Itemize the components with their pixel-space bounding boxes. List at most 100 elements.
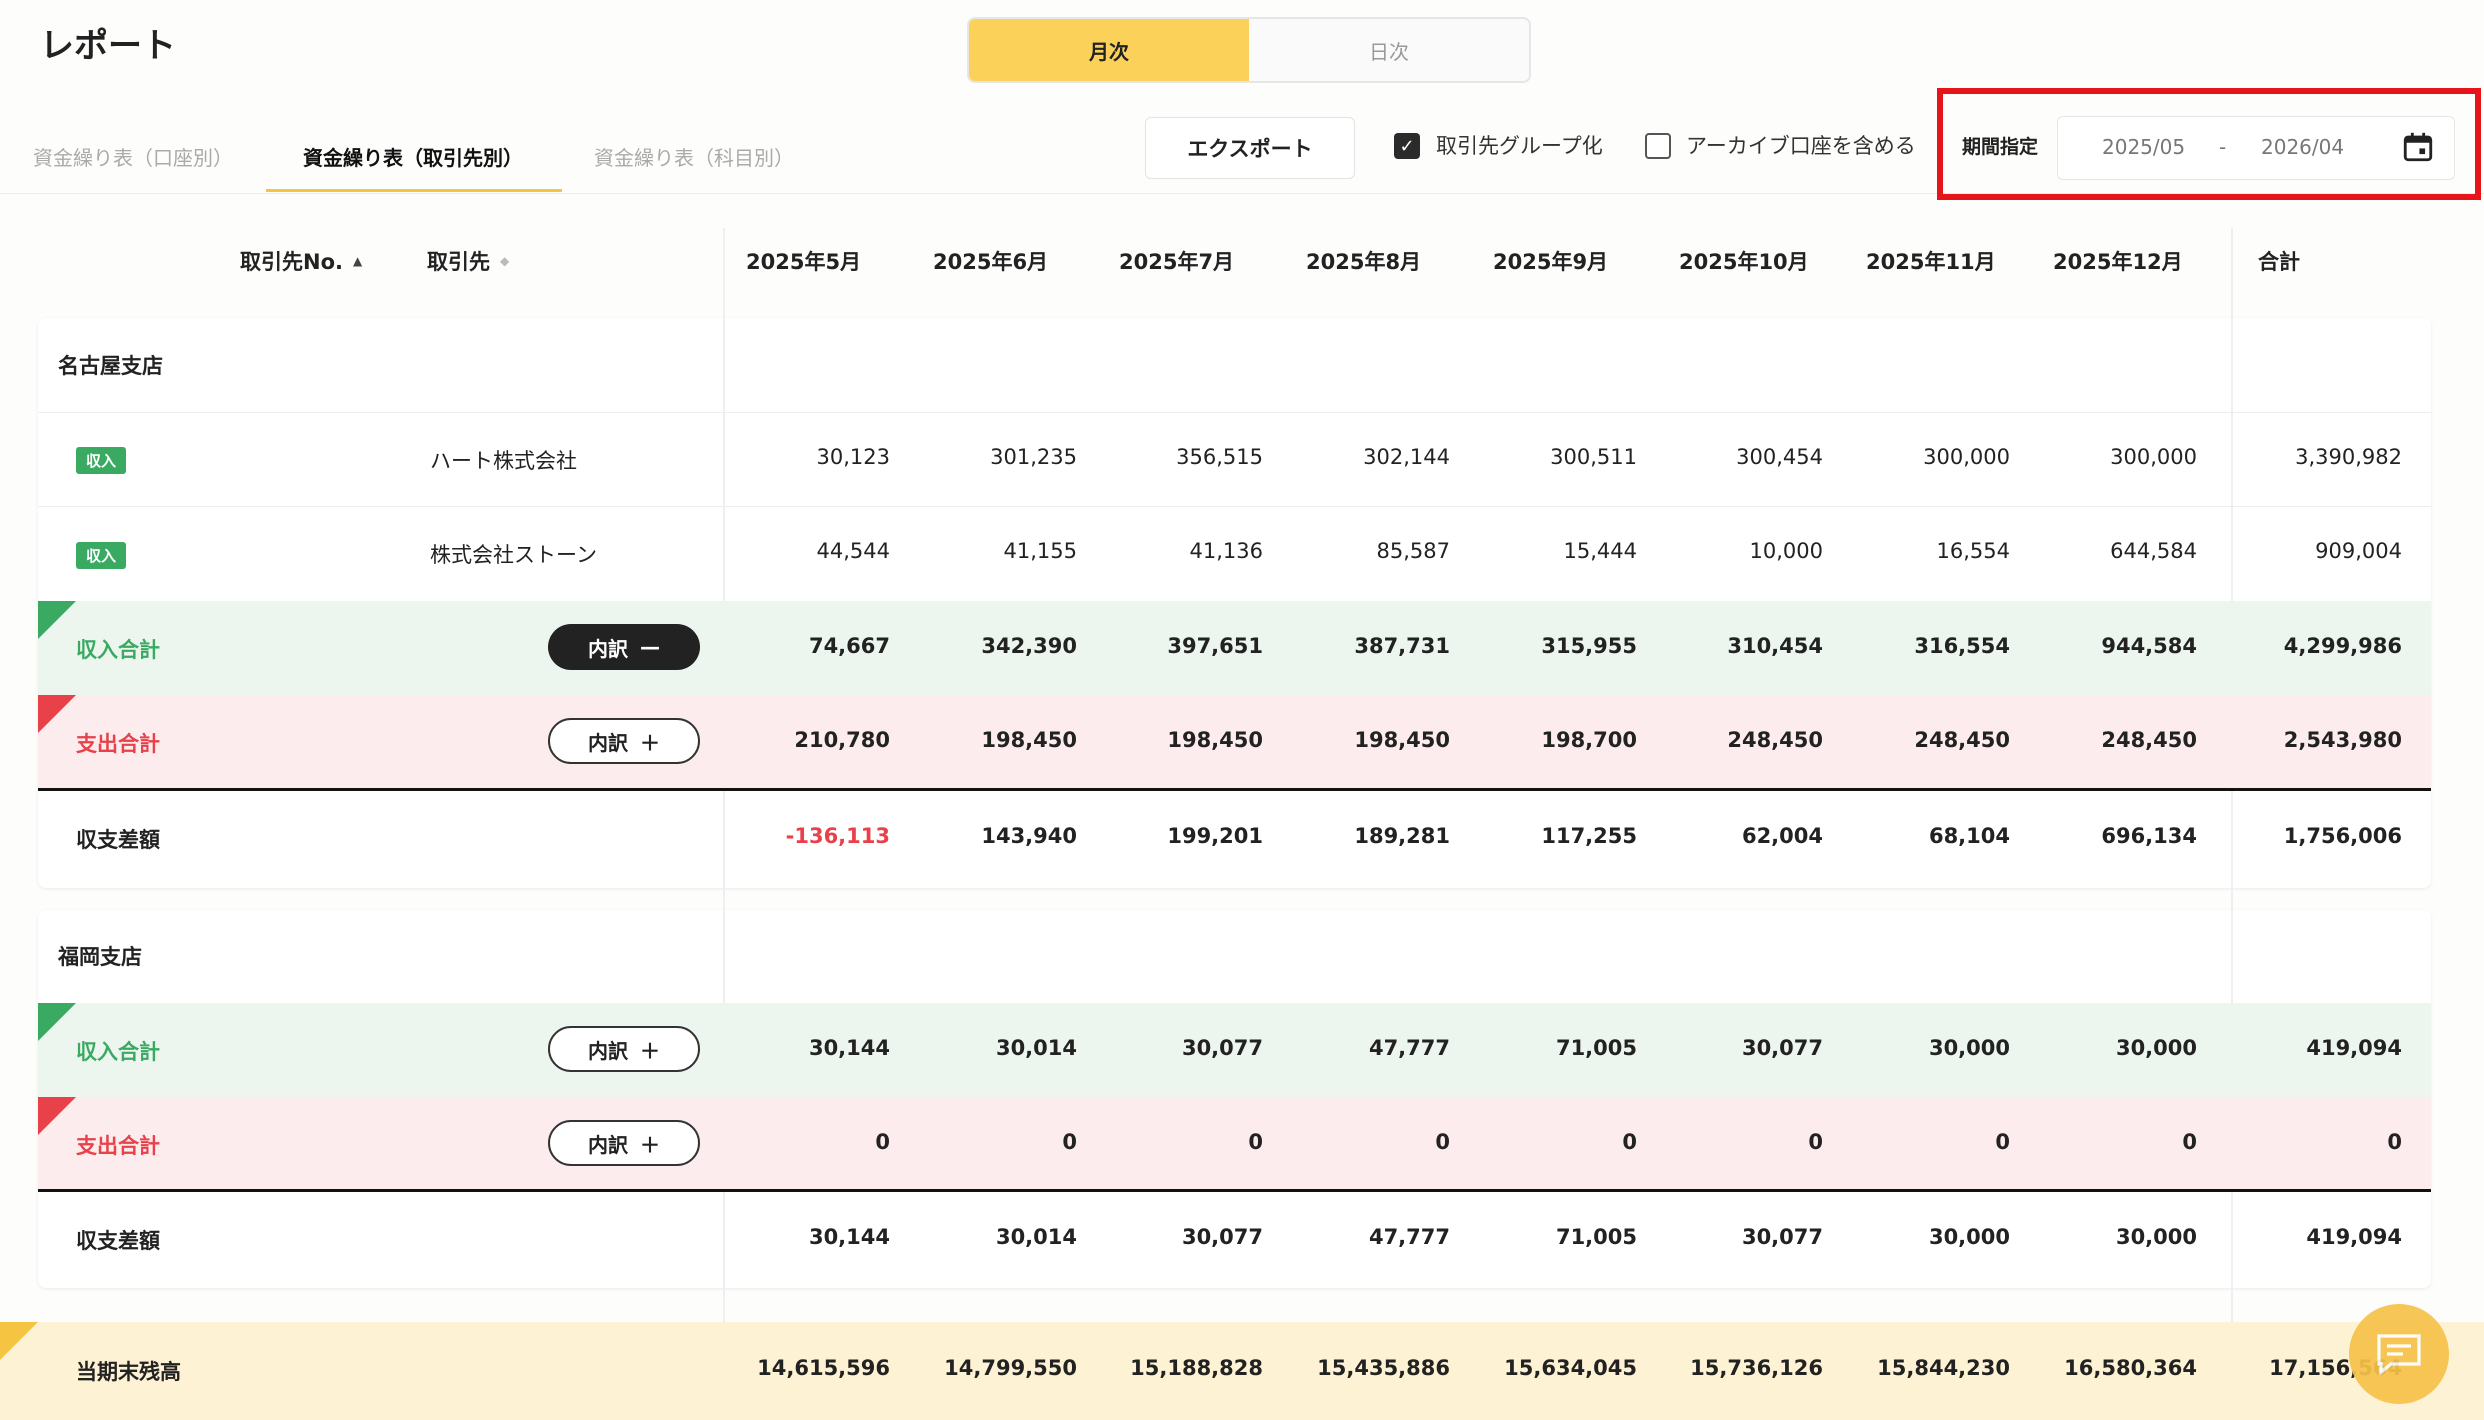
cell-value: 302,144: [1363, 445, 1450, 469]
period-start-input[interactable]: 2025/05: [2102, 135, 2186, 159]
partner-name: 株式会社ストーン: [430, 543, 597, 567]
cell-value: 300,000: [2110, 445, 2197, 469]
header-month: 2025年5月: [746, 250, 862, 274]
cell-value: 198,450: [981, 728, 1077, 752]
cell-value: 41,155: [1003, 539, 1077, 563]
plus-icon: ＋: [640, 730, 660, 755]
group-by-partner-checkbox[interactable]: ✓: [1394, 133, 1420, 159]
sort-asc-icon: ▲: [352, 254, 363, 268]
row-separator: [38, 506, 2431, 507]
cell-total: 2,543,980: [2283, 728, 2402, 752]
breakdown-expand-button[interactable]: 内訳＋: [548, 1120, 700, 1166]
expense-marker: [38, 1097, 76, 1135]
cell-value: 198,700: [1541, 728, 1637, 752]
cell-value: 14,615,596: [757, 1356, 890, 1380]
income-total-row: [38, 601, 2431, 695]
difference-label: 収支差額: [76, 1229, 160, 1253]
export-button[interactable]: エクスポート: [1145, 117, 1355, 179]
cell-value: 15,188,828: [1130, 1356, 1263, 1380]
breakdown-expand-button[interactable]: 内訳＋: [548, 718, 700, 764]
income-total-label: 収入合計: [76, 1040, 160, 1064]
cell-value: 198,450: [1167, 728, 1263, 752]
breakdown-collapse-button[interactable]: 内訳 —: [548, 624, 700, 670]
cell-value: 248,450: [2101, 728, 2197, 752]
cell-value: 30,000: [1928, 1225, 2010, 1249]
ending-marker: [0, 1322, 38, 1360]
cell-value: 644,584: [2110, 539, 2197, 563]
cell-value: 0: [1995, 1130, 2010, 1154]
expense-total-row: [38, 1097, 2431, 1191]
income-marker: [38, 601, 76, 639]
expense-total-row: [38, 695, 2431, 789]
header-month: 2025年10月: [1679, 250, 1809, 274]
period-end-input[interactable]: 2026/04: [2261, 135, 2345, 159]
cell-value: 16,554: [1936, 539, 2010, 563]
cell-value: 47,777: [1368, 1225, 1450, 1249]
page-title: レポート: [40, 26, 176, 66]
cell-value: 300,454: [1736, 445, 1823, 469]
chat-icon: [2377, 1334, 2421, 1376]
cell-value: 44,544: [816, 539, 890, 563]
plus-icon: ＋: [640, 1038, 660, 1063]
cell-value: 30,123: [816, 445, 890, 469]
plus-icon: ＋: [640, 1132, 660, 1157]
header-partner-no[interactable]: 取引先No. ▲: [240, 250, 363, 274]
ending-balance-label: 当期末残高: [76, 1360, 181, 1384]
cell-total: 419,094: [2306, 1225, 2402, 1249]
sort-icon: ◆: [500, 254, 510, 268]
header-total: 合計: [2258, 250, 2300, 274]
cell-value: 30,000: [1928, 1036, 2010, 1060]
cell-value: 30,000: [2115, 1225, 2197, 1249]
cell-value: 143,940: [981, 824, 1077, 848]
calendar-icon[interactable]: [2401, 130, 2435, 164]
tab-partner[interactable]: 資金繰り表（取引先別）: [303, 146, 523, 170]
cell-value: 71,005: [1555, 1225, 1637, 1249]
cell-total: 3,390,982: [2295, 445, 2402, 469]
cell-value: 30,077: [1181, 1225, 1263, 1249]
ending-balance-row: [0, 1322, 2484, 1420]
cell-value: 387,731: [1354, 634, 1450, 658]
tab-account[interactable]: 資金繰り表（口座別）: [33, 146, 233, 170]
breakdown-expand-button[interactable]: 内訳＋: [548, 1026, 700, 1072]
cell-value: 310,454: [1727, 634, 1823, 658]
cell-value: 944,584: [2101, 634, 2197, 658]
cell-value: 30,014: [995, 1036, 1077, 1060]
cell-value: 0: [1622, 1130, 1637, 1154]
group-name: 福岡支店: [58, 945, 142, 969]
cell-value: 316,554: [1914, 634, 2010, 658]
cell-value: 30,014: [995, 1225, 1077, 1249]
cell-value: 68,104: [1928, 824, 2010, 848]
cell-value: 10,000: [1749, 539, 1823, 563]
cell-value: 198,450: [1354, 728, 1450, 752]
cell-value: 47,777: [1368, 1036, 1450, 1060]
chat-button[interactable]: [2349, 1304, 2449, 1404]
period-separator: -: [2219, 135, 2227, 159]
cell-value: 30,144: [808, 1225, 890, 1249]
cell-value: 117,255: [1541, 824, 1637, 848]
cell-total: 4,299,986: [2283, 634, 2402, 658]
header-month: 2025年7月: [1119, 250, 1235, 274]
income-total-row: [38, 1003, 2431, 1097]
cell-value: 300,000: [1923, 445, 2010, 469]
difference-divider: [38, 788, 2431, 791]
header-partner[interactable]: 取引先 ◆: [427, 250, 510, 274]
include-archived-checkbox[interactable]: [1645, 133, 1671, 159]
cell-value: 74,667: [808, 634, 890, 658]
header-month: 2025年8月: [1306, 250, 1422, 274]
cell-value: 0: [875, 1130, 890, 1154]
daily-toggle[interactable]: 日次: [1369, 39, 1409, 64]
view-toggle: 月次 日次: [967, 17, 1531, 83]
header-month: 2025年12月: [2053, 250, 2183, 274]
column-divider: [723, 228, 725, 1420]
check-icon: ✓: [1399, 135, 1415, 157]
difference-label: 収支差額: [76, 828, 160, 852]
cell-value: 342,390: [981, 634, 1077, 658]
header-month: 2025年9月: [1493, 250, 1609, 274]
monthly-toggle[interactable]: 月次: [969, 19, 1249, 81]
cell-value: 16,580,364: [2064, 1356, 2197, 1380]
tab-subject[interactable]: 資金繰り表（科目別）: [594, 146, 794, 170]
cell-value: 41,136: [1189, 539, 1263, 563]
period-range-input[interactable]: [2057, 116, 2455, 180]
expense-total-label: 支出合計: [76, 732, 160, 756]
cell-value: 85,587: [1376, 539, 1450, 563]
